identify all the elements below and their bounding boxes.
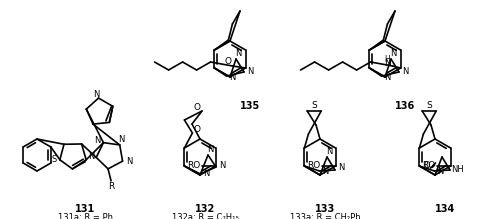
- Text: N: N: [229, 72, 235, 81]
- Text: O: O: [423, 161, 430, 171]
- Text: N: N: [247, 67, 253, 76]
- Text: N: N: [94, 90, 100, 99]
- Text: 134: 134: [435, 204, 455, 214]
- Text: N: N: [88, 152, 94, 161]
- Text: 132a: R = C₇H₁₅: 132a: R = C₇H₁₅: [172, 212, 238, 219]
- Text: 131: 131: [75, 204, 95, 214]
- Text: S: S: [312, 101, 317, 111]
- Text: O: O: [194, 125, 201, 134]
- Text: RO: RO: [187, 161, 200, 171]
- Text: N: N: [402, 67, 408, 76]
- Text: 133a: R = CH₂Ph: 133a: R = CH₂Ph: [290, 212, 360, 219]
- Text: O: O: [194, 104, 200, 113]
- Text: NH: NH: [452, 164, 464, 173]
- Text: RO: RO: [307, 161, 320, 171]
- Text: S: S: [426, 101, 432, 111]
- Text: N: N: [326, 148, 332, 157]
- Text: 133: 133: [315, 204, 335, 214]
- Text: O: O: [224, 57, 231, 65]
- Text: 136: 136: [395, 101, 415, 111]
- Text: N: N: [118, 135, 125, 144]
- Text: N: N: [437, 168, 444, 177]
- Text: N: N: [219, 161, 225, 170]
- Text: 132: 132: [195, 204, 215, 214]
- Text: N: N: [203, 170, 209, 178]
- Text: N: N: [235, 49, 241, 58]
- Text: H: H: [384, 55, 390, 64]
- Text: RO: RO: [422, 161, 435, 171]
- Text: S: S: [51, 155, 57, 164]
- Text: N: N: [390, 49, 396, 58]
- Text: N: N: [207, 145, 213, 154]
- Text: N: N: [126, 157, 133, 166]
- Text: N: N: [94, 136, 100, 145]
- Text: 131a: R = Ph: 131a: R = Ph: [58, 212, 112, 219]
- Text: R: R: [108, 182, 114, 191]
- Text: N: N: [338, 164, 344, 173]
- Text: 135: 135: [240, 101, 260, 111]
- Text: N: N: [384, 72, 390, 81]
- Text: N: N: [322, 166, 328, 175]
- Text: N: N: [384, 60, 391, 69]
